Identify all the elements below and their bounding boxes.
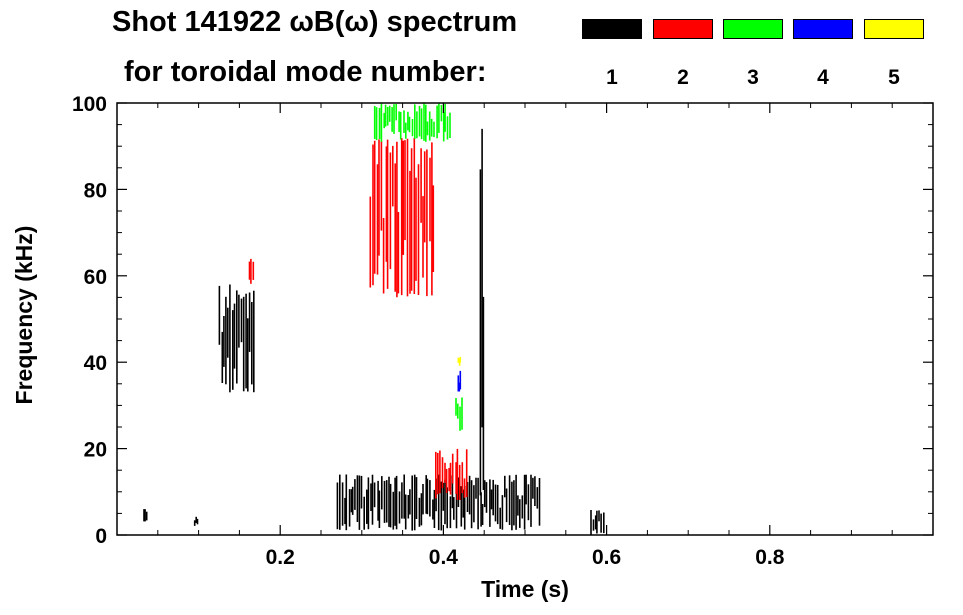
legend-swatch-mode-5: [864, 19, 924, 39]
x-tick-label-2: 0.6: [592, 546, 621, 569]
legend-swatch-mode-1: [582, 19, 642, 39]
y-axis-title: Frequency (kHz): [11, 226, 37, 405]
series-mode-1-2: [218, 284, 255, 393]
x-tick-label-3: 0.8: [755, 546, 785, 569]
series-mode-2-6: [369, 137, 435, 298]
series-mode-1-12: [590, 510, 605, 535]
legend-swatch-mode-2: [653, 19, 713, 39]
legend-label-mode-4: 4: [817, 66, 829, 89]
y-tick-label-3: 60: [84, 266, 107, 289]
legend-caption: for toroidal mode number:: [124, 56, 487, 88]
y-tick-label-1: 20: [84, 439, 107, 462]
x-tick-label-0: 0.2: [266, 546, 295, 569]
series-mode-2-5: [434, 448, 468, 500]
axis-ticks: 0.2 0.4 0.6 0.8 0 20 40 60 80 100: [72, 93, 933, 569]
series-mode-2-3: [248, 258, 255, 284]
series-mode-1-1: [193, 516, 199, 526]
legend-label-mode-3: 3: [747, 66, 759, 89]
series-mode-4-9: [457, 370, 462, 392]
y-tick-label-2: 40: [84, 352, 107, 375]
legend-swatch-mode-3: [723, 19, 783, 39]
legend-label-mode-2: 2: [677, 66, 689, 89]
x-tick-label-1: 0.4: [429, 546, 459, 569]
legend-swatch-mode-4: [793, 19, 853, 39]
series-mode-1-11: [479, 128, 485, 496]
series-mode-3-7: [373, 103, 451, 142]
chart-title: Shot 141922 ωB(ω) spectrum: [112, 6, 518, 38]
legend-label-mode-1: 1: [606, 66, 618, 89]
x-axis-title: Time (s): [481, 576, 569, 602]
y-tick-label-4: 80: [84, 179, 107, 202]
series-mode-5-10: [457, 356, 462, 366]
series-mode-1-4: [336, 474, 541, 531]
spectrum-data: [143, 103, 605, 535]
series-mode-1-0: [143, 509, 148, 522]
y-tick-label-5: 100: [72, 93, 107, 116]
series-mode-3-8: [455, 397, 463, 431]
y-tick-label-0: 0: [95, 525, 107, 548]
legend-label-mode-5: 5: [888, 66, 900, 89]
